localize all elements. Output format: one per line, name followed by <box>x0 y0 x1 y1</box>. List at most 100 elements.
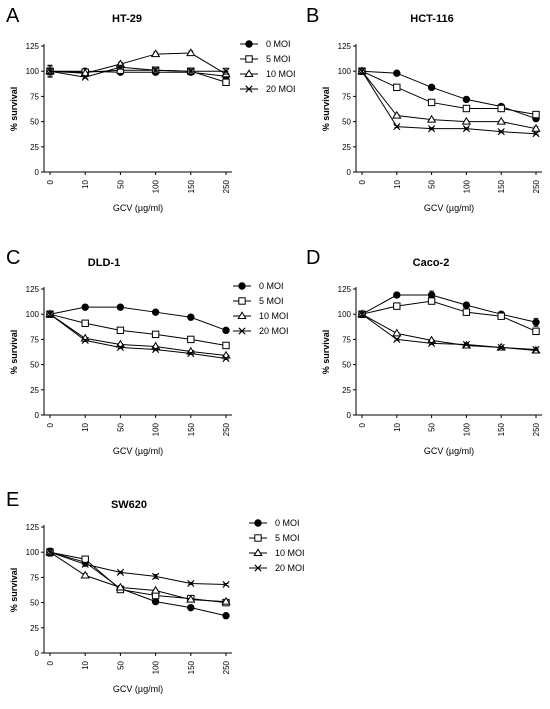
y-tick-label: 125 <box>338 42 352 51</box>
y-tick-label: 50 <box>342 118 351 127</box>
y-tick-label: 100 <box>26 548 40 557</box>
x-tick-label: 250 <box>222 422 231 436</box>
data-point <box>427 291 436 299</box>
legend-label: 10 MOI <box>275 548 305 558</box>
x-tick-label: 100 <box>462 422 471 436</box>
y-axis-label: % survival <box>9 568 19 613</box>
series-line <box>361 70 537 130</box>
x-tick-label: 10 <box>81 422 90 431</box>
data-point <box>222 354 230 363</box>
y-tick-label: 25 <box>30 386 39 395</box>
panel-title: HCT-116 <box>410 13 453 25</box>
series-5-moi <box>46 310 230 350</box>
series-20-moi <box>46 310 230 363</box>
legend-label: 10 MOI <box>259 311 289 321</box>
y-tick-label: 125 <box>26 42 40 51</box>
data-point <box>150 585 161 594</box>
data-point <box>462 104 471 113</box>
x-tick-label: 0 <box>46 422 55 427</box>
data-point <box>497 312 505 320</box>
series-line <box>49 306 227 331</box>
data-point <box>497 104 505 113</box>
series-line <box>49 313 227 346</box>
series-line <box>49 313 227 357</box>
data-point <box>427 98 436 107</box>
x-tick-label: 250 <box>222 660 231 674</box>
legend-label: 10 MOI <box>266 69 296 79</box>
data-point <box>187 603 195 612</box>
series-line <box>361 300 537 332</box>
data-point <box>392 110 402 119</box>
x-tick-label: 10 <box>81 179 90 188</box>
data-point <box>186 594 196 603</box>
data-point <box>81 303 89 311</box>
y-tick-label: 75 <box>30 335 39 344</box>
series-20-moi <box>358 67 540 138</box>
y-axis-label: % survival <box>9 87 19 132</box>
x-tick-label: 0 <box>46 660 55 665</box>
series-line <box>49 66 226 78</box>
series-20-moi <box>46 63 230 81</box>
x-tick-label: 250 <box>532 179 541 193</box>
y-axis-label: % survival <box>321 330 331 375</box>
data-point <box>81 560 89 568</box>
series-line <box>49 551 227 617</box>
data-point <box>150 49 161 58</box>
panel-title: SW620 <box>111 499 147 511</box>
data-point <box>427 297 436 305</box>
legend-label: 20 MOI <box>259 326 289 336</box>
data-point <box>115 582 126 591</box>
chart-panel-c: C DLD-1 0 25 50 75 100 125 0 10 50 100 150 250 GCV (µg… <box>6 247 289 456</box>
panel-title: Caco-2 <box>413 257 450 269</box>
y-tick-label: 0 <box>35 168 40 177</box>
x-tick-label: 100 <box>462 179 471 193</box>
y-tick-label: 50 <box>30 361 39 370</box>
legend-marker <box>245 55 253 63</box>
x-tick-label: 150 <box>497 179 506 193</box>
y-tick-label: 75 <box>30 573 39 582</box>
panel-letter: C <box>6 247 20 269</box>
panel-title: DLD-1 <box>88 257 120 269</box>
series-20-moi <box>46 548 230 589</box>
legend-marker <box>237 311 247 320</box>
legend-label: 0 MOI <box>275 518 300 528</box>
data-point <box>426 114 437 123</box>
data-point <box>393 69 401 77</box>
data-point <box>80 68 90 77</box>
data-point <box>427 83 436 92</box>
y-tick-label: 50 <box>30 599 39 608</box>
legend-marker <box>238 327 246 335</box>
data-point <box>532 318 540 326</box>
data-point <box>116 303 125 311</box>
data-point <box>222 580 230 589</box>
y-tick-label: 0 <box>347 168 352 177</box>
data-point <box>358 67 366 75</box>
y-tick-label: 25 <box>342 386 351 395</box>
legend-label: 5 MOI <box>275 533 300 543</box>
series-line <box>361 70 537 135</box>
data-point <box>187 349 195 358</box>
legend-label: 0 MOI <box>259 281 284 291</box>
data-point <box>222 67 230 75</box>
data-point <box>497 128 505 136</box>
data-point <box>428 339 436 348</box>
data-point <box>462 340 470 349</box>
y-tick-label: 125 <box>338 285 352 294</box>
legend: 0 MOI 5 MOI 10 MOI 20 MOI <box>249 518 305 573</box>
y-axis-label: % survival <box>9 330 19 375</box>
series-0-moi <box>46 303 230 335</box>
data-point <box>462 125 470 133</box>
legend-marker <box>238 297 246 305</box>
data-point <box>152 66 160 74</box>
x-axis-label: GCV (µg/ml) <box>424 203 474 213</box>
series-line <box>49 52 227 75</box>
data-point <box>496 116 506 125</box>
data-point <box>531 123 541 132</box>
x-axis-label: GCV (µg/ml) <box>113 446 163 456</box>
x-tick-label: 50 <box>116 179 125 188</box>
y-tick-label: 75 <box>342 92 351 101</box>
data-point <box>532 130 540 138</box>
series-line <box>361 70 537 120</box>
x-tick-label: 50 <box>428 422 437 431</box>
series-line <box>361 294 537 323</box>
